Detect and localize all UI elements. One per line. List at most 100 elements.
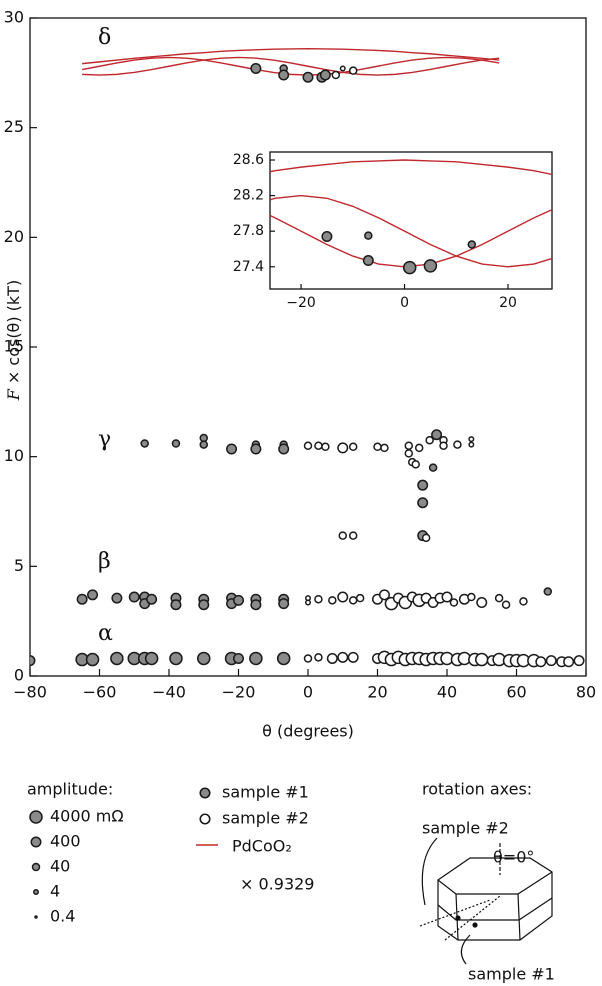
data-point <box>414 443 424 453</box>
legend-label: 0.4 <box>50 907 75 926</box>
data-point <box>319 69 331 81</box>
data-point <box>278 69 290 81</box>
model-curve <box>270 208 552 268</box>
legend-label: 40 <box>50 857 70 876</box>
data-point <box>198 599 210 611</box>
data-point <box>339 65 346 72</box>
y-tick-label: 15 <box>4 337 24 356</box>
legend-size-marker <box>29 810 43 824</box>
x-tick-label: −20 <box>286 295 316 311</box>
data-point <box>404 449 414 458</box>
data-point <box>348 442 358 452</box>
data-point <box>423 259 438 273</box>
data-point <box>328 596 337 605</box>
prism-edge <box>437 897 553 921</box>
y-tick-label: 10 <box>4 446 24 465</box>
data-point <box>249 651 263 666</box>
data-point <box>378 589 390 601</box>
data-point <box>348 596 358 605</box>
data-point <box>467 592 476 602</box>
data-point <box>453 440 462 449</box>
legend-size-marker <box>33 889 39 895</box>
data-point <box>476 597 488 609</box>
data-point <box>439 441 448 450</box>
x-axis-label: θ (degrees) <box>262 722 354 741</box>
data-point <box>501 600 511 609</box>
data-point <box>337 442 349 454</box>
data-point <box>169 651 183 666</box>
data-point <box>475 652 489 667</box>
data-point <box>321 231 333 243</box>
x-tick-label: 40 <box>437 683 457 702</box>
data-point <box>110 651 124 666</box>
data-point <box>417 479 429 491</box>
data-point <box>338 531 347 540</box>
data-point <box>563 656 575 668</box>
data-point <box>468 441 475 448</box>
prism-edge <box>437 871 553 895</box>
data-point <box>373 442 382 452</box>
band-label: α <box>98 621 113 646</box>
x-tick-label: 20 <box>499 295 517 311</box>
data-point <box>535 656 547 668</box>
data-point <box>321 442 330 452</box>
data-point <box>468 436 475 443</box>
legend-label: 4000 mΩ <box>50 807 124 826</box>
legend-title: amplitude: <box>27 780 113 799</box>
data-point <box>278 598 290 610</box>
diagram-label: θ=0° <box>493 848 534 867</box>
data-point <box>226 443 238 455</box>
data-point <box>278 443 290 455</box>
x-tick-label: 80 <box>576 683 596 702</box>
data-point <box>337 651 349 663</box>
data-point <box>519 597 528 606</box>
legend-marker <box>199 813 211 825</box>
data-point <box>364 231 373 240</box>
data-point <box>250 599 262 611</box>
y-tick-label: 0 <box>14 666 24 685</box>
band-label: β <box>98 549 111 574</box>
legend-label: sample #2 <box>222 809 309 828</box>
model-curve <box>270 159 552 176</box>
model-curve <box>270 194 552 268</box>
y-tick-label: 20 <box>4 227 24 246</box>
data-point <box>355 593 365 603</box>
data-point <box>417 497 429 509</box>
legend-label: PdCoO₂ <box>232 837 292 856</box>
data-point <box>85 652 100 667</box>
data-point <box>314 441 323 450</box>
model-curve <box>82 48 500 65</box>
y-axis-label: F × cos(θ) (kT) <box>4 280 23 401</box>
diagram-label: sample #1 <box>468 965 555 984</box>
x-tick-label: −40 <box>152 683 186 702</box>
data-point <box>404 441 414 450</box>
data-point <box>199 440 208 449</box>
y-axis-label-rest: × cos(θ) (kT) <box>4 280 23 384</box>
data-point <box>411 460 420 469</box>
data-point <box>431 429 443 441</box>
data-point <box>543 587 553 596</box>
data-point <box>314 653 323 662</box>
y-tick-label: 25 <box>4 117 24 136</box>
legend-size-marker <box>30 836 42 848</box>
x-tick-label: −20 <box>222 683 256 702</box>
y-tick-label: 28.6 <box>233 152 264 168</box>
data-point <box>76 593 88 605</box>
data-point <box>441 591 453 603</box>
data-point <box>449 598 459 607</box>
y-tick-label: 27.4 <box>233 259 264 275</box>
data-point <box>233 652 244 664</box>
legend-label: 4 <box>50 882 60 901</box>
plot-frame <box>29 17 587 677</box>
diagram-label: sample #2 <box>422 819 509 838</box>
x-tick-label: 0 <box>400 295 409 311</box>
data-point <box>303 654 313 663</box>
y-tick-label: 5 <box>14 556 24 575</box>
plot-area <box>270 159 552 275</box>
data-point <box>30 655 36 667</box>
prism-edge <box>517 893 521 941</box>
data-point <box>326 652 338 664</box>
data-point <box>250 443 262 455</box>
data-point <box>171 439 181 448</box>
